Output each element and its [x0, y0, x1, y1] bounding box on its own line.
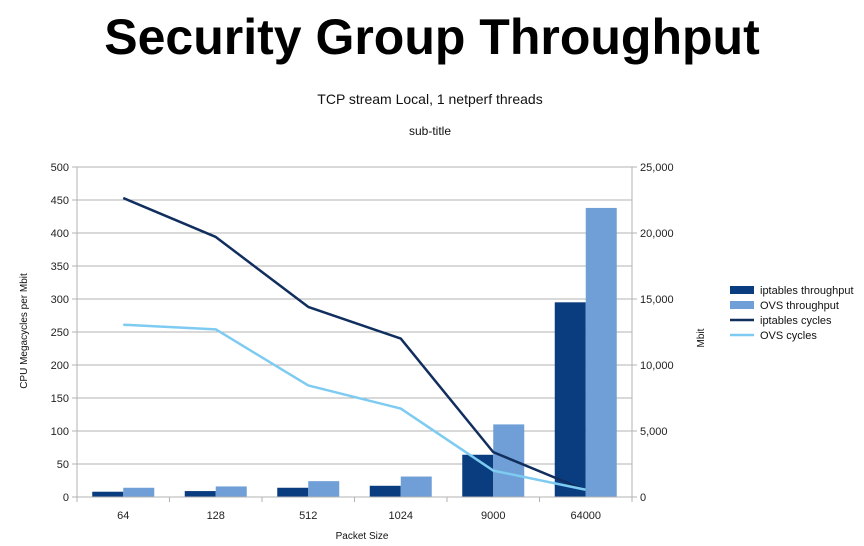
y-axis-left-label: CPU Megacycles per Mbit: [19, 273, 30, 389]
bar-iptables-throughput: [184, 491, 216, 497]
x-axis-label: Packet Size: [336, 531, 389, 542]
x-tick-label: 128: [207, 510, 225, 522]
chart-title: TCP stream Local, 1 netperf threads: [317, 91, 542, 107]
bar-OVS-throughput: [123, 487, 155, 497]
y-left-tick-label: 250: [51, 327, 69, 339]
y-right-tick-label: 20,000: [640, 228, 674, 240]
slide-title: Security Group Throughput: [104, 9, 760, 65]
y-left-tick-label: 200: [51, 360, 69, 372]
legend-label: OVS cycles: [760, 330, 817, 342]
y-left-tick-label: 450: [51, 195, 69, 207]
x-tick-label: 64: [117, 510, 129, 522]
y-left-tick-label: 150: [51, 393, 69, 405]
y-right-tick-label: 10,000: [640, 360, 674, 372]
y-left-tick-label: 50: [57, 459, 69, 471]
y-right-tick-label: 0: [640, 492, 646, 504]
bar-OVS-throughput: [585, 207, 617, 498]
axes: 0 50 100 150 200 250 300 350 400 450 500 0 5,000 10,0…: [51, 162, 674, 522]
bar-iptables-throughput: [92, 491, 124, 497]
line-OVS-cycles: [123, 323, 587, 491]
y-right-tick-label: 5,000: [640, 426, 668, 438]
chart-subtitle: sub-title: [409, 124, 451, 138]
x-tick-label: 64000: [570, 510, 601, 522]
x-tick-label: 1024: [389, 510, 413, 522]
y-left-tick-label: 350: [51, 261, 69, 273]
lines: [122, 196, 587, 492]
legend-swatch: [730, 301, 754, 309]
bars: [92, 207, 617, 498]
bar-iptables-throughput: [369, 485, 401, 497]
legend: iptables throughput OVS throughput iptable…: [730, 285, 854, 342]
bar-OVS-throughput: [400, 476, 432, 497]
y-left-tick-label: 500: [51, 162, 69, 174]
x-tick-label: 512: [299, 510, 317, 522]
legend-label: OVS throughput: [760, 300, 839, 312]
bar-iptables-throughput: [554, 302, 586, 497]
legend-swatch: [730, 286, 754, 294]
bar-OVS-throughput: [215, 486, 247, 497]
y-left-tick-label: 300: [51, 294, 69, 306]
x-tick-label: 9000: [481, 510, 505, 522]
y-left-tick-label: 400: [51, 228, 69, 240]
y-axis-right-label: Mbit: [696, 328, 707, 347]
y-left-tick-label: 0: [63, 492, 69, 504]
y-right-tick-label: 25,000: [640, 162, 674, 174]
bar-iptables-throughput: [462, 454, 494, 497]
bar-OVS-throughput: [308, 481, 340, 497]
legend-label: iptables throughput: [760, 285, 854, 297]
y-left-tick-label: 100: [51, 426, 69, 438]
line-iptables-cycles: [122, 196, 587, 492]
bar-iptables-throughput: [277, 487, 309, 497]
bar-OVS-throughput: [493, 424, 525, 497]
grid: [77, 166, 632, 498]
legend-label: iptables cycles: [760, 315, 832, 327]
y-right-tick-label: 15,000: [640, 294, 674, 306]
